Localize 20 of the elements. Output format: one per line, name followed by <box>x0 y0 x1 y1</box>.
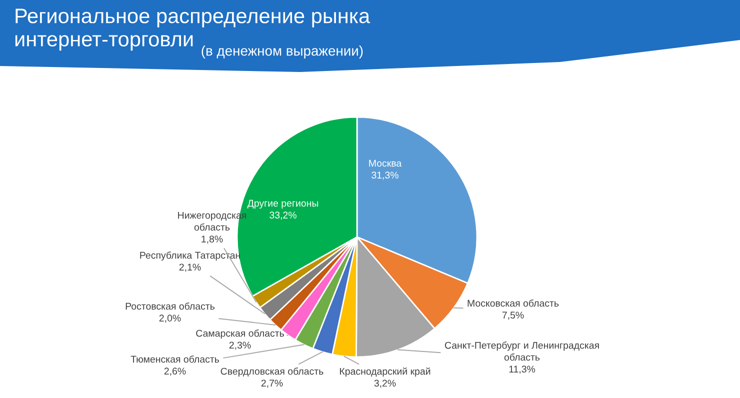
data-label: 2,7% <box>261 380 283 388</box>
slice-label: Московская область <box>468 299 559 307</box>
data-label: 7,5% <box>502 312 524 320</box>
data-label: 2,0% <box>159 314 181 323</box>
slice-label: Свердловская область <box>220 367 324 377</box>
data-label: 31,3% <box>372 172 398 180</box>
data-label: 33,2% <box>270 212 296 220</box>
data-label: 1,8% <box>202 236 223 244</box>
data-label: 2,1% <box>179 264 201 272</box>
slice-label: Самарская область <box>196 329 284 339</box>
slice-label: Москва <box>369 160 402 167</box>
data-label: 2,3% <box>229 342 251 350</box>
slice-label: Краснодарский край <box>340 367 430 377</box>
slice-label: Тюменская область <box>130 355 220 363</box>
data-label: 2,6% <box>164 368 186 376</box>
slice-label: Другие регионы <box>247 200 318 209</box>
data-label: 11,3% <box>509 366 536 374</box>
data-label: 3,2% <box>374 380 396 388</box>
slice-label: Ростовская область <box>126 302 215 310</box>
slice-label: Санкт-Петербург и Ленинградская область <box>444 342 599 361</box>
